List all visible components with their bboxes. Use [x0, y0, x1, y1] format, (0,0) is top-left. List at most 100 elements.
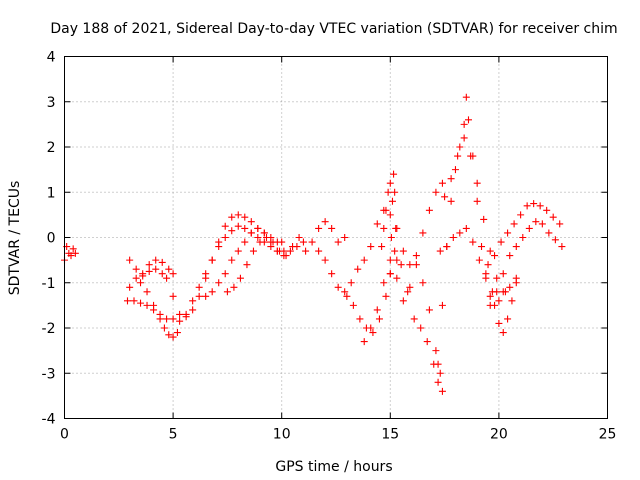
data-point: [508, 297, 516, 305]
data-point: [152, 265, 160, 273]
x-tick-label: 5: [169, 427, 178, 443]
data-point: [228, 256, 236, 264]
data-point: [328, 224, 336, 232]
data-point: [460, 120, 468, 128]
data-point: [145, 261, 153, 269]
data-point: [234, 211, 242, 219]
data-point: [139, 272, 147, 280]
data-point: [447, 175, 455, 183]
data-point: [158, 258, 166, 266]
data-point: [517, 211, 525, 219]
y-tick-label: 2: [47, 140, 56, 156]
y-tick-label: -2: [42, 321, 56, 337]
data-point: [243, 261, 251, 269]
data-point: [373, 220, 381, 228]
data-point: [462, 224, 470, 232]
data-point: [145, 267, 153, 275]
data-point: [208, 288, 216, 296]
data-point: [215, 279, 223, 287]
data-point: [399, 297, 407, 305]
data-point: [404, 288, 412, 296]
data-point: [412, 252, 420, 260]
data-point: [315, 224, 323, 232]
data-point: [484, 261, 492, 269]
data-point: [228, 227, 236, 235]
series-sat-n: [441, 134, 520, 296]
data-point: [165, 265, 173, 273]
data-point: [165, 331, 173, 339]
data-point: [152, 256, 160, 264]
data-point: [387, 234, 395, 241]
data-point: [69, 245, 77, 253]
data-points: [61, 93, 566, 395]
data-point: [349, 301, 357, 309]
data-point: [393, 256, 401, 264]
y-tick-label: 1: [47, 185, 56, 201]
data-point: [132, 265, 140, 273]
data-point: [373, 306, 381, 314]
data-point: [382, 206, 390, 214]
data-point: [425, 206, 433, 214]
data-point: [375, 315, 383, 323]
data-point: [249, 247, 257, 255]
data-point: [436, 247, 444, 255]
data-point: [126, 256, 134, 264]
data-point: [176, 317, 184, 325]
data-point: [406, 261, 414, 269]
y-tick-label: -1: [42, 276, 56, 292]
x-tick-label: 0: [60, 427, 69, 443]
series-sat-q: [486, 218, 566, 309]
data-point: [443, 243, 451, 251]
data-point: [419, 279, 427, 287]
data-point: [347, 279, 355, 287]
x-tick-label: 10: [273, 427, 291, 443]
data-point: [538, 220, 546, 228]
data-point: [278, 238, 286, 246]
data-point: [441, 193, 449, 201]
data-point: [241, 213, 249, 221]
data-point: [315, 247, 323, 255]
data-point: [341, 234, 349, 241]
series-sat-d: [126, 256, 177, 280]
data-point: [438, 179, 446, 187]
data-point: [536, 202, 544, 210]
data-point: [460, 134, 468, 142]
series-sat-h: [315, 179, 446, 296]
data-point: [425, 306, 433, 314]
data-point: [523, 202, 531, 210]
data-point: [519, 234, 527, 241]
data-point: [156, 315, 164, 323]
data-point: [380, 224, 388, 232]
data-point: [510, 220, 518, 228]
data-point: [545, 229, 553, 237]
data-point: [195, 292, 203, 300]
x-axis-label: GPS time / hours: [275, 459, 392, 475]
data-point: [236, 274, 244, 282]
data-point: [495, 319, 503, 327]
data-point: [354, 265, 362, 273]
series-sat-j: [360, 256, 444, 377]
data-point: [392, 224, 400, 232]
data-point: [130, 297, 138, 305]
data-point: [447, 197, 455, 205]
data-point: [189, 297, 197, 305]
data-point: [308, 238, 316, 246]
data-point: [356, 315, 364, 323]
data-point: [504, 229, 512, 237]
data-point: [286, 247, 294, 255]
data-point: [473, 197, 481, 205]
data-point: [386, 270, 394, 278]
data-point: [390, 170, 398, 178]
tick-layer: 0 5 10 15 20 25 -4 -3 -2 -1 0 1 2 3 4: [42, 50, 617, 443]
data-point: [367, 324, 375, 332]
data-point: [423, 338, 431, 346]
data-point: [551, 236, 559, 244]
data-point: [378, 243, 386, 251]
data-point: [321, 256, 329, 264]
data-point: [160, 324, 168, 332]
data-point: [480, 215, 488, 223]
data-point: [215, 243, 223, 251]
data-point: [530, 200, 538, 208]
data-point: [230, 283, 238, 291]
y-axis-label: SDTVAR / TECUs: [7, 181, 23, 296]
